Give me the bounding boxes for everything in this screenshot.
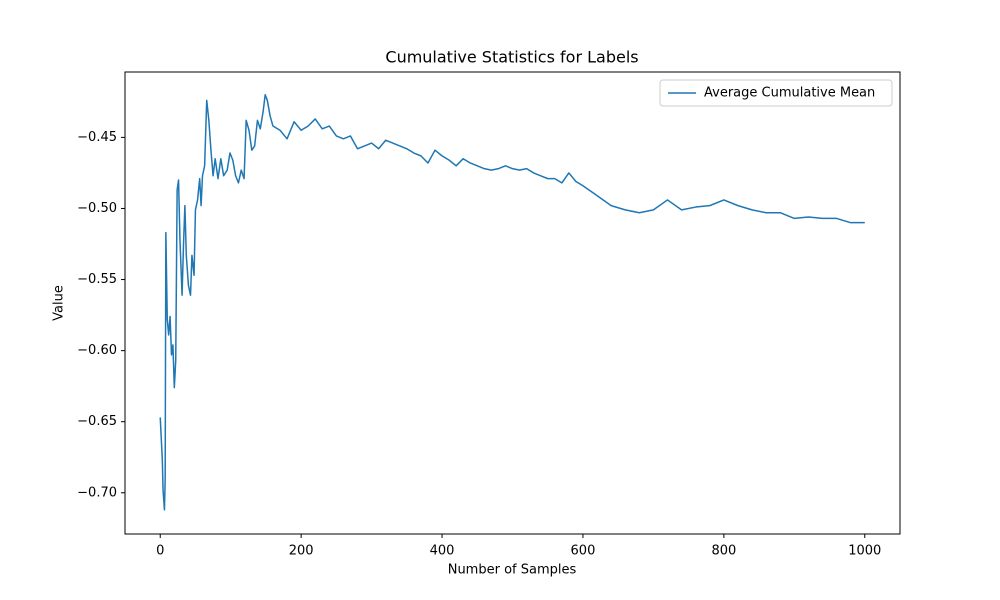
chart-title: Cumulative Statistics for Labels	[385, 48, 638, 67]
y-tick-label: −0.50	[77, 201, 117, 216]
x-tick-label: 400	[430, 544, 455, 559]
legend-box	[659, 79, 893, 107]
x-tick-label: 0	[156, 544, 164, 559]
y-axis-label: Value	[52, 285, 67, 321]
y-tick-label: −0.55	[77, 272, 117, 287]
x-tick-label: 800	[711, 544, 736, 559]
y-tick-label: −0.45	[77, 130, 117, 145]
plot-frame	[124, 71, 901, 535]
y-tick-label: −0.70	[77, 485, 117, 500]
x-tick-label: 200	[289, 544, 314, 559]
x-tick-label: 600	[571, 544, 596, 559]
data-line	[159, 93, 865, 511]
y-tick-label: −0.65	[77, 414, 117, 429]
legend-label: Average Cumulative Mean	[704, 86, 875, 101]
x-axis-label: Number of Samples	[448, 563, 577, 578]
y-tick-label: −0.60	[77, 343, 117, 358]
x-tick-label: 1000	[848, 544, 881, 559]
